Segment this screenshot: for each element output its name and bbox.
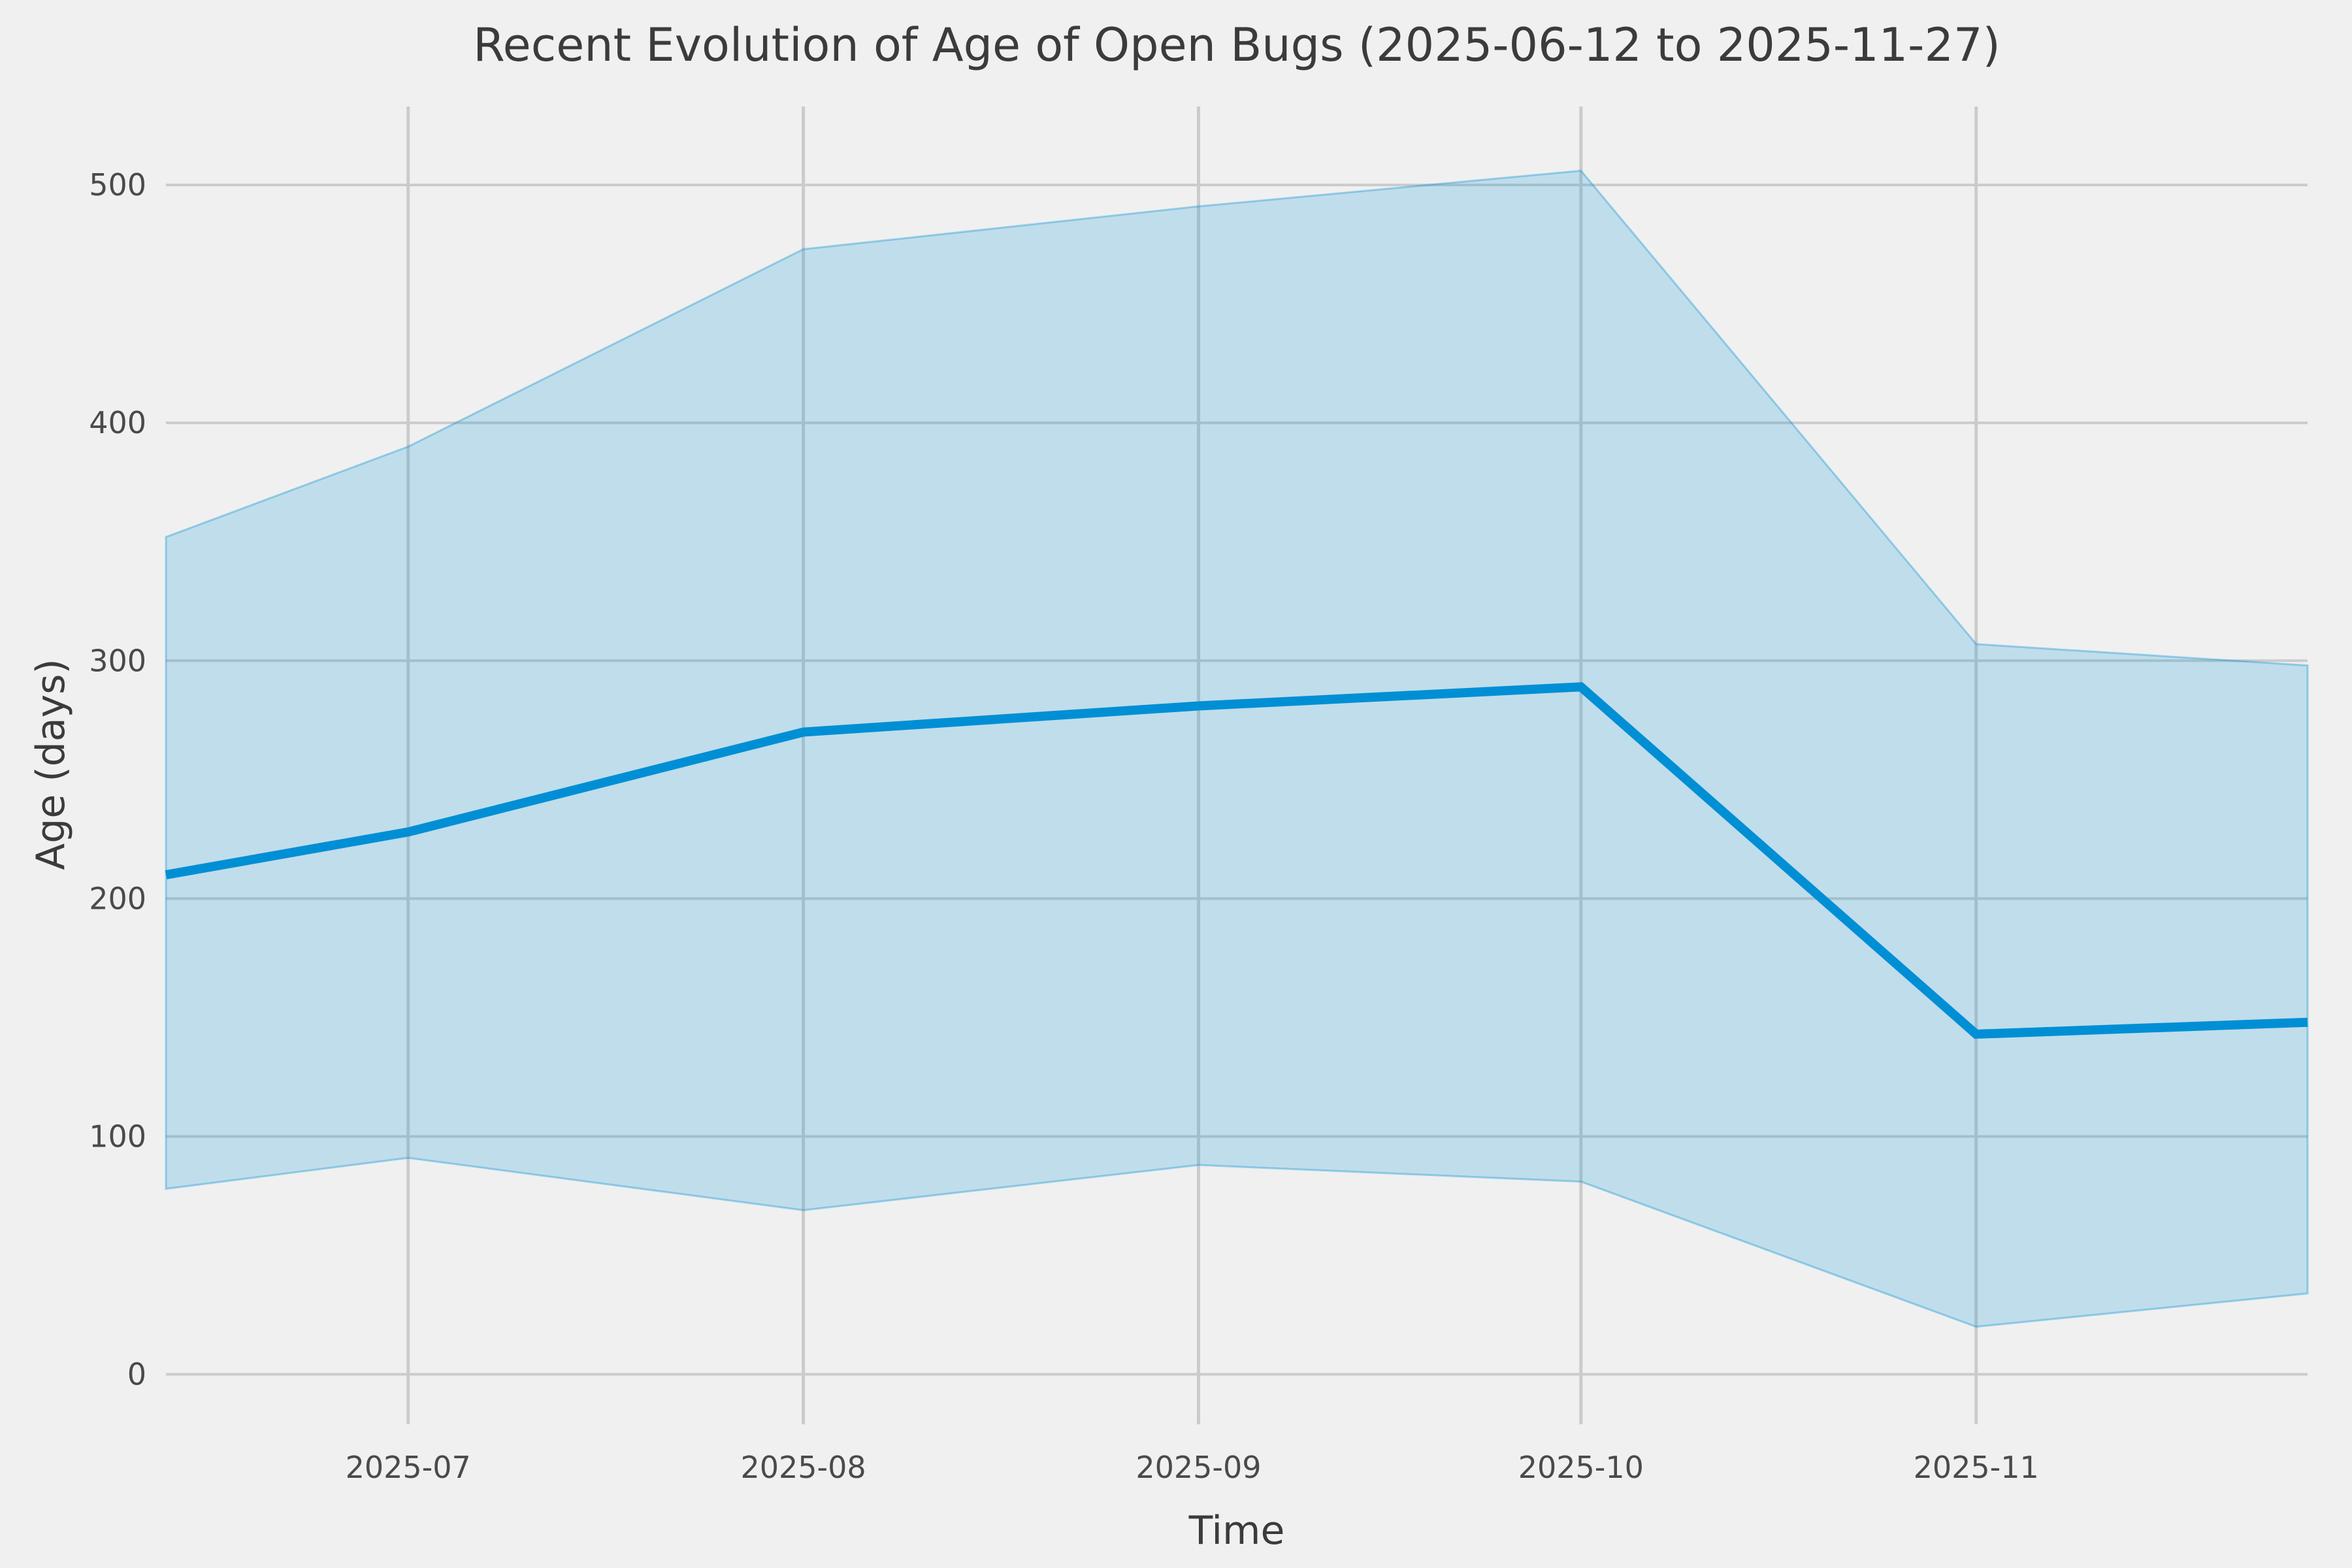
y-tick-label-500: 500 (89, 167, 146, 203)
median-age-line (165, 682, 2308, 1039)
y-tick-label-100: 100 (89, 1119, 146, 1154)
y-tick-label-200: 200 (89, 881, 146, 916)
plot-area (166, 106, 2308, 1424)
x-tick-label-2025-07: 2025-07 (346, 1450, 471, 1485)
x-tick-label-2025-11: 2025-11 (1914, 1450, 2039, 1485)
chart-title: Recent Evolution of Age of Open Bugs (20… (473, 18, 2001, 72)
y-tick-label-400: 400 (89, 405, 146, 440)
y-axis-label-text: Age (days) (28, 659, 74, 870)
x-axis-label: Time (1188, 1508, 1285, 1554)
x-tick-label-2025-08: 2025-08 (740, 1450, 866, 1485)
y-tick-label-300: 300 (89, 643, 146, 678)
confidence-band (165, 169, 2309, 1328)
y-tick-label-0: 0 (127, 1357, 146, 1392)
x-tick-label-2025-10: 2025-10 (1518, 1450, 1644, 1485)
x-tick-label-2025-09: 2025-09 (1135, 1450, 1261, 1485)
